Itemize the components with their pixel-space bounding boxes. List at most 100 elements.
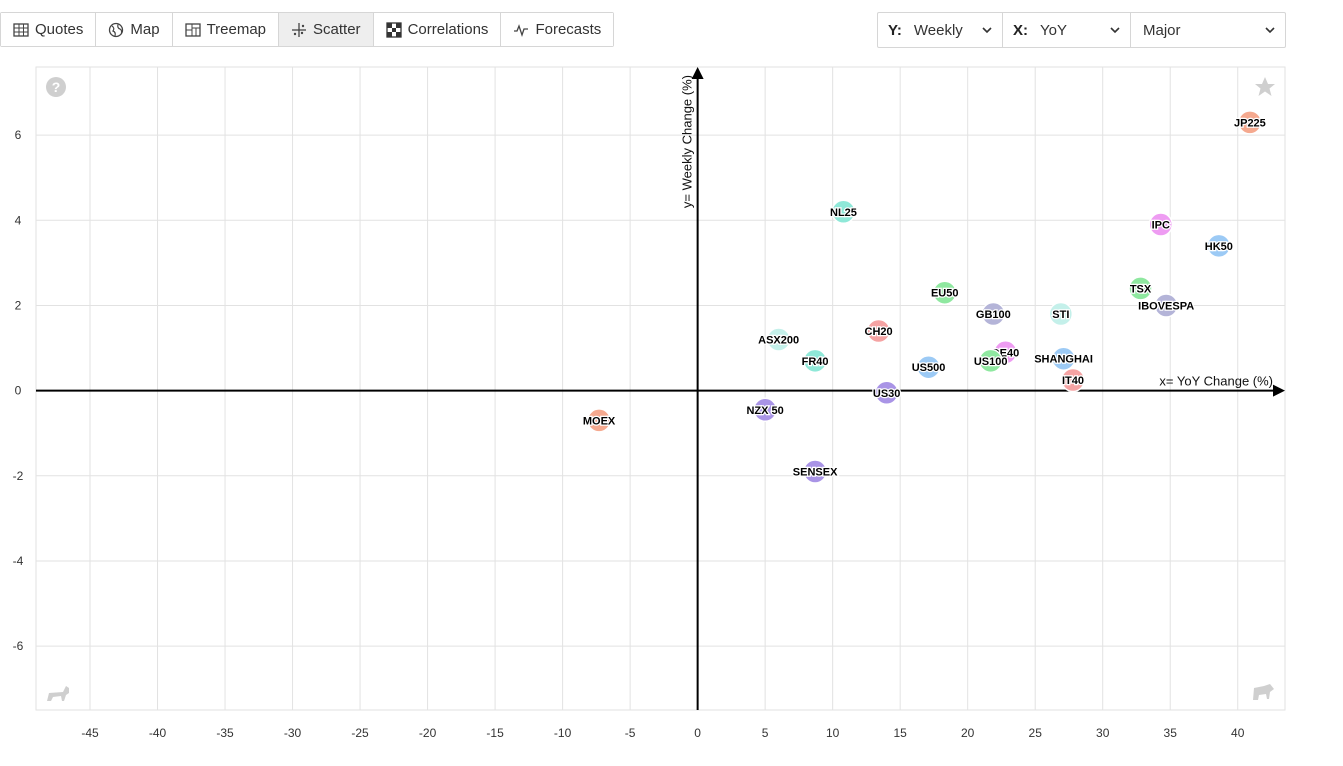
data-point[interactable]: GB100 <box>975 301 1012 327</box>
tab-label: Scatter <box>313 21 361 38</box>
point-marker <box>1128 276 1153 301</box>
data-point[interactable]: US100 <box>973 348 1009 374</box>
point-marker <box>1060 367 1086 393</box>
y-tick-label: -2 <box>13 469 24 483</box>
group-select-value: Major <box>1143 21 1181 39</box>
point-marker <box>802 348 828 374</box>
tab-map[interactable]: Map <box>96 13 173 46</box>
x-tick-label: 20 <box>961 726 975 740</box>
tick-labels: -45 -40 -35 -30 -25 -20 -15 -10 -5 0 5 10 15 20 25 30 35… <box>13 128 1245 740</box>
point-marker <box>978 348 1003 374</box>
x-tick-label: -30 <box>284 726 302 740</box>
help-icon[interactable]: ? <box>46 77 66 97</box>
table-icon <box>13 22 29 37</box>
x-tick-label: 35 <box>1164 726 1178 740</box>
data-point[interactable]: IT40 <box>1060 367 1086 393</box>
star-icon[interactable] <box>1255 77 1275 96</box>
x-tick-label: -20 <box>419 726 437 740</box>
data-point[interactable]: ASX200 <box>757 327 800 352</box>
point-marker <box>586 408 612 433</box>
data-point[interactable]: EU50 <box>930 280 960 305</box>
x-tick-label: -5 <box>625 726 636 740</box>
point-label: IPC <box>1152 220 1170 232</box>
data-point[interactable]: SHANGHAI <box>1033 346 1094 371</box>
point-label: JP225 <box>1234 117 1266 129</box>
x-tick-label: -45 <box>81 726 99 740</box>
x-select-value: YoY <box>1040 21 1067 39</box>
tab-label: Correlations <box>407 21 489 38</box>
data-point[interactable]: TSX <box>1128 276 1153 301</box>
x-tick-label: 40 <box>1231 726 1245 740</box>
data-point[interactable]: NZX 50 <box>745 397 785 423</box>
x-tick-label: 30 <box>1096 726 1110 740</box>
plot-area <box>35 66 1286 711</box>
point-label: STI <box>1052 309 1069 321</box>
point-label: SENSEX <box>793 467 838 479</box>
tab-quotes[interactable]: Quotes <box>1 13 97 46</box>
globe-icon <box>109 22 124 37</box>
data-point[interactable]: US30 <box>872 380 902 406</box>
group-select[interactable]: Major <box>1131 13 1285 47</box>
y-axis-arrow <box>691 67 704 79</box>
data-point[interactable]: JP225 <box>1233 110 1267 135</box>
y-axis-select[interactable]: Y: Weekly <box>878 13 1003 47</box>
point-marker <box>752 397 778 423</box>
x-tick-label: -15 <box>486 726 504 740</box>
x-tick-label: 15 <box>893 726 907 740</box>
point-marker <box>802 459 828 484</box>
y-tick-label: 0 <box>15 384 22 398</box>
point-label: TSX <box>1130 283 1152 295</box>
chevron-down-icon <box>1265 27 1275 34</box>
point-label: IT40 <box>1062 375 1084 387</box>
y-tick-label: 6 <box>15 128 22 142</box>
point-label: US100 <box>974 356 1008 368</box>
point-label: GB100 <box>976 309 1011 321</box>
data-point[interactable]: FR40 <box>800 348 830 374</box>
data-point[interactable]: CH20 <box>863 318 894 344</box>
point-marker <box>981 301 1006 327</box>
data-point[interactable]: NL25 <box>829 199 858 225</box>
data-point[interactable]: HK50 <box>1204 233 1234 259</box>
tab-treemap[interactable]: Treemap <box>172 13 280 46</box>
x-tick-label: 25 <box>1029 726 1043 740</box>
point-marker <box>874 380 899 406</box>
x-tick-label: 0 <box>694 726 701 740</box>
y-tick-label: 2 <box>15 298 22 312</box>
data-point[interactable]: SENSEX <box>792 459 839 484</box>
x-tick-label: -40 <box>149 726 167 740</box>
point-marker <box>1048 301 1074 327</box>
y-axis-label: y= Weekly Change (%) <box>680 75 695 208</box>
y-select-value: Weekly <box>913 21 963 39</box>
x-axis-select[interactable]: X: YoY <box>1003 13 1131 47</box>
tab-label: Map <box>130 21 160 38</box>
data-point[interactable]: IBOVESPA <box>1137 293 1195 318</box>
point-marker <box>1237 110 1263 135</box>
point-label: FR40 <box>802 356 829 368</box>
tab-label: Quotes <box>35 21 84 38</box>
point-marker <box>1051 346 1076 371</box>
point-label: ASX200 <box>758 335 799 347</box>
data-point[interactable]: IPC <box>1148 212 1174 237</box>
point-label: EU50 <box>931 288 959 300</box>
point-marker <box>866 318 891 344</box>
data-point[interactable]: US500 <box>910 354 947 380</box>
forecast-icon <box>514 23 529 37</box>
x-axis-label: x= YoY Change (%) <box>1159 374 1273 389</box>
data-point[interactable]: MOEX <box>582 408 617 433</box>
x-tick-label: 5 <box>762 726 769 740</box>
data-point[interactable]: STI <box>1048 301 1074 327</box>
point-marker <box>932 280 957 305</box>
corner-icons: ? <box>46 77 1275 701</box>
tab-scatter[interactable]: Scatter <box>279 13 374 46</box>
tab-correlations[interactable]: Correlations <box>373 13 502 46</box>
y-tick-label: -6 <box>13 639 24 653</box>
tab-forecasts[interactable]: Forecasts <box>501 13 614 46</box>
point-marker <box>766 327 791 352</box>
y-tick-label: 4 <box>15 213 22 227</box>
data-points: JP225 NL25 IPC HK50 TSX EU50 IBOVESPA GB100 STI C… <box>582 110 1267 484</box>
x-tick-label: -25 <box>351 726 369 740</box>
y-tick-label: -4 <box>13 554 24 568</box>
x-axis-arrow <box>1273 384 1285 397</box>
point-marker <box>1153 293 1179 318</box>
